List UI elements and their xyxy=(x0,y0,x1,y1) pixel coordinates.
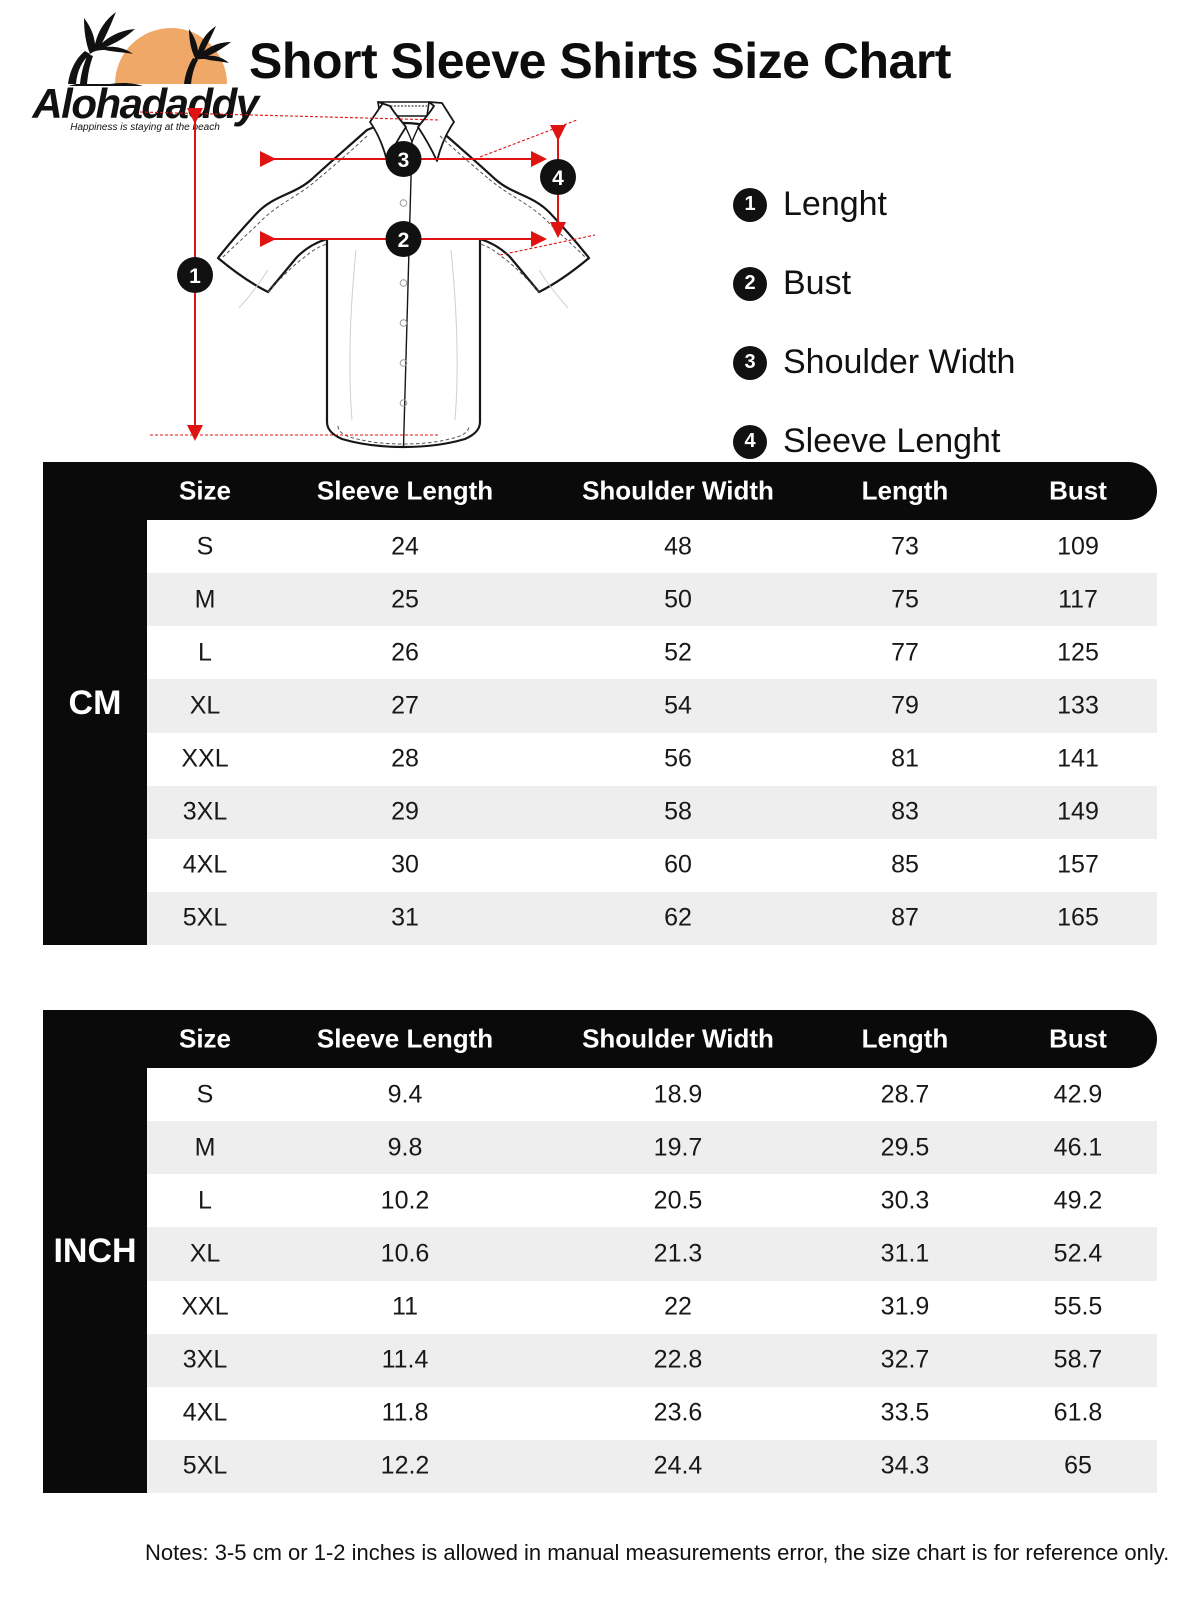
svg-text:4: 4 xyxy=(552,167,564,190)
svg-text:1: 1 xyxy=(189,265,201,288)
svg-text:2: 2 xyxy=(398,229,410,252)
svg-text:3: 3 xyxy=(398,149,410,172)
